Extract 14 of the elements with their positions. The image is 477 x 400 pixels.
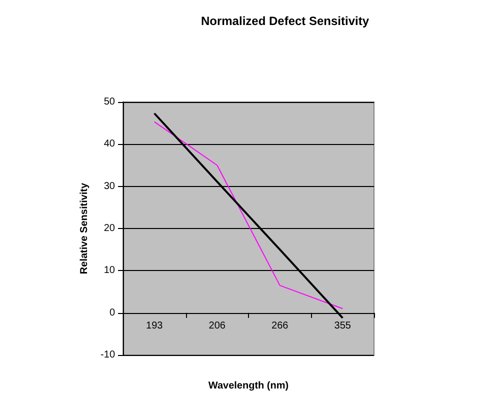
y-tick-label: 0 [109, 307, 116, 318]
y-tick-label: 20 [104, 223, 116, 234]
y-tick-label: -10 [100, 350, 116, 360]
x-tick-label: 266 [272, 320, 289, 332]
x-axis-title: Wavelength (nm) [208, 380, 289, 392]
y-tick-label: 50 [104, 96, 116, 108]
y-tick-label: 30 [104, 180, 116, 192]
x-tick-label: 206 [208, 320, 226, 332]
x-tick-label: 193 [146, 320, 164, 332]
y-tick-label: 40 [104, 138, 116, 150]
y-tick-label: 10 [104, 265, 116, 276]
y-axis-title: Relative Sensitivity [79, 182, 90, 274]
x-tick-label: 355 [334, 320, 352, 332]
chart-title: Normalized Defect Sensitivity [200, 14, 370, 28]
